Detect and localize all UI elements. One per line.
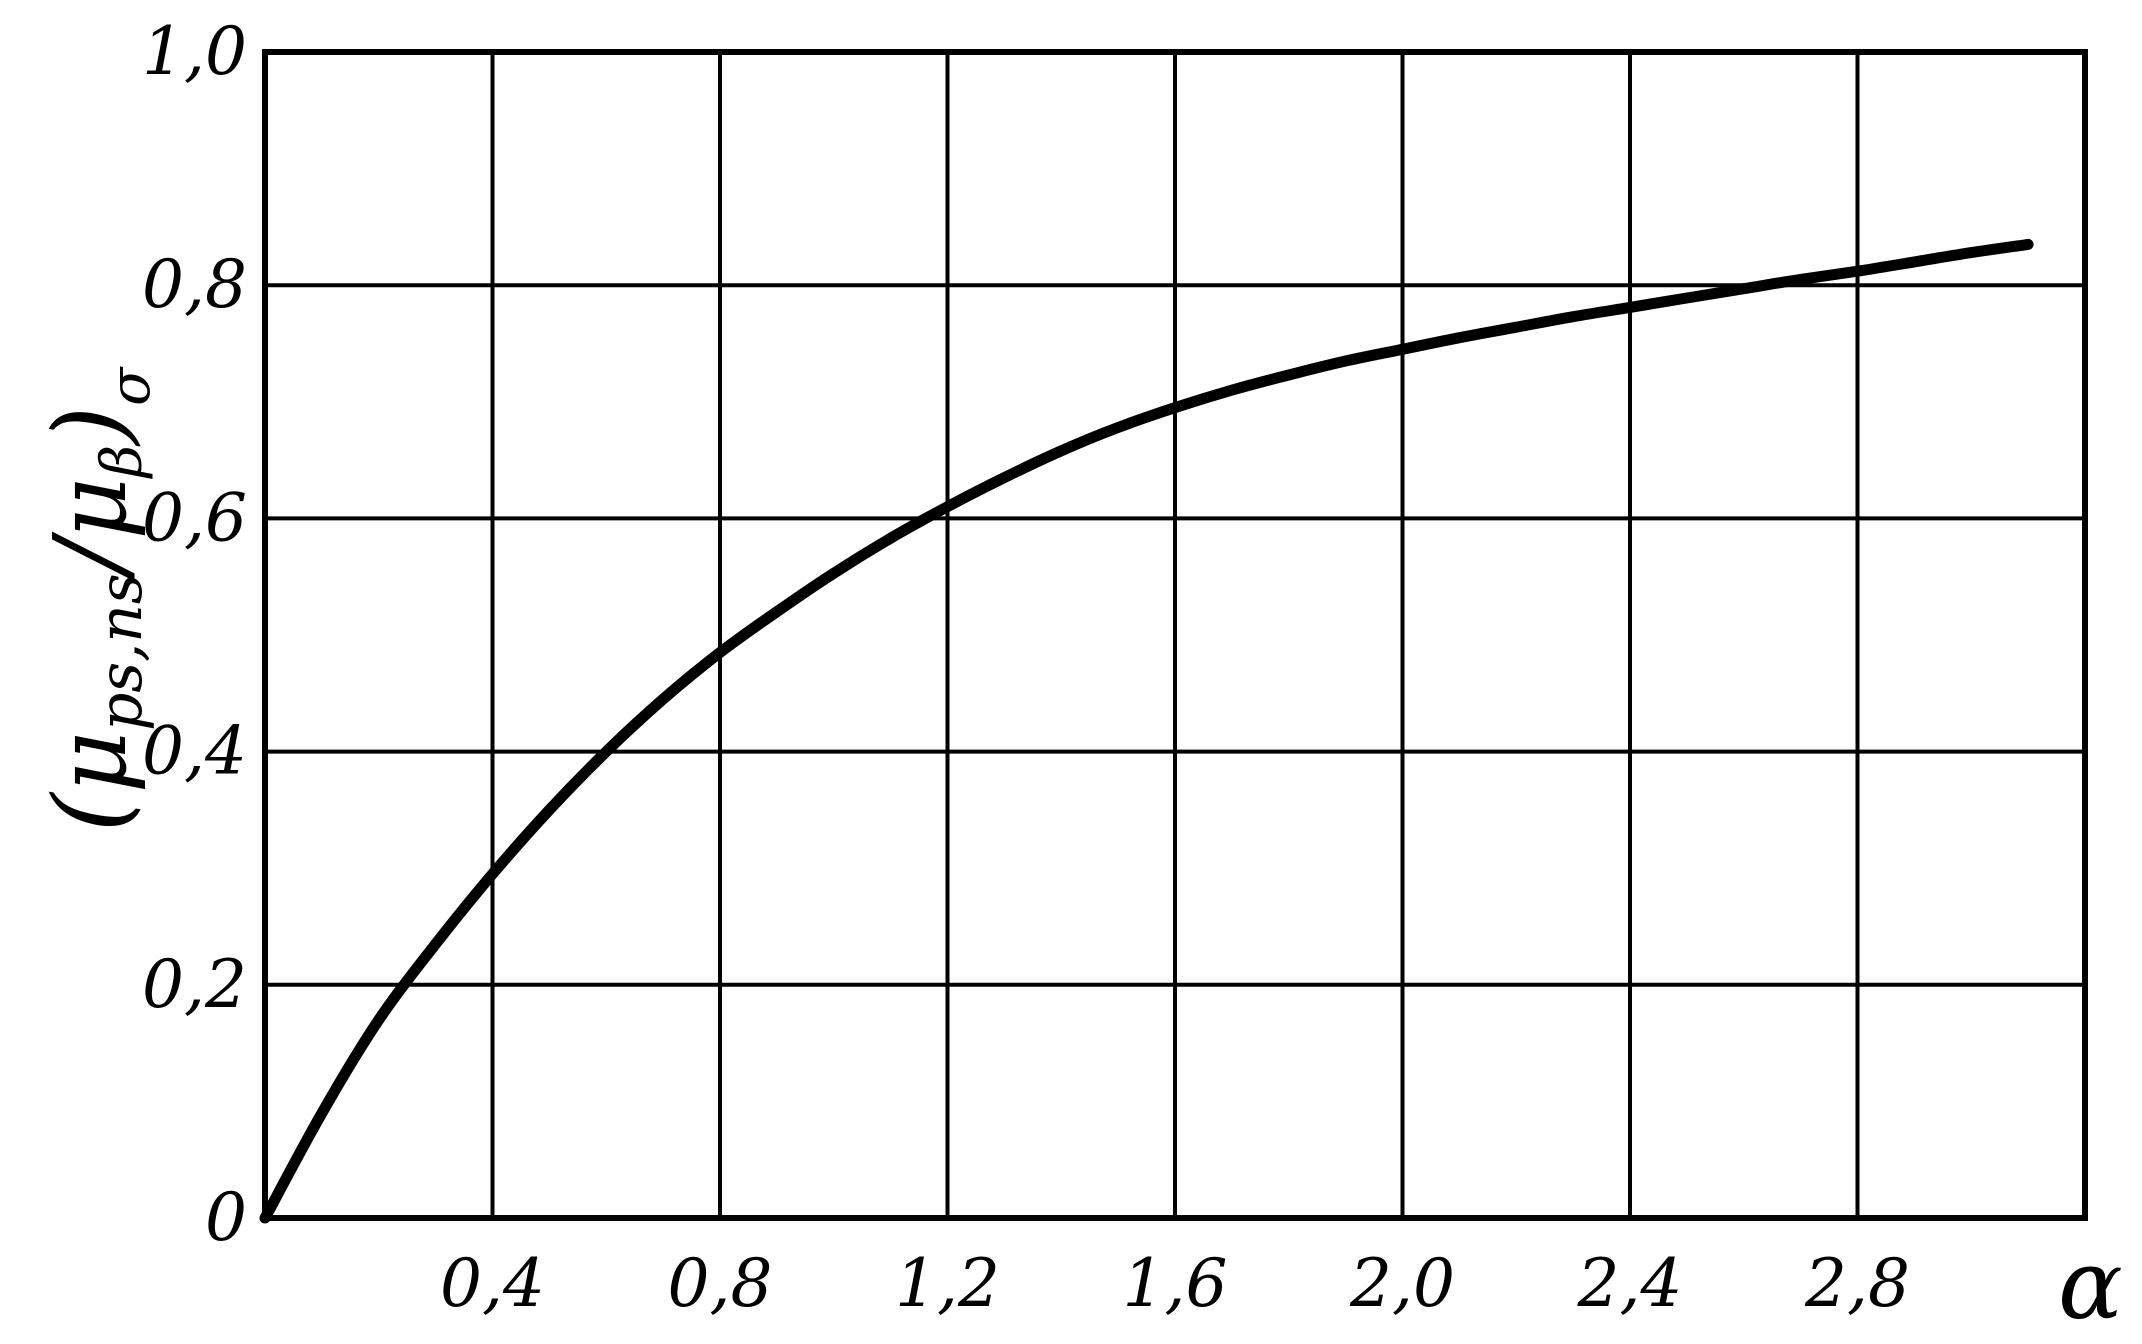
y-tick-label: 0,4 bbox=[142, 713, 247, 790]
x-tick-label: 1,2 bbox=[895, 1245, 1000, 1322]
y-tick-label: 0 bbox=[205, 1179, 247, 1256]
x-tick-label: 2,4 bbox=[1577, 1245, 1683, 1322]
x-tick-label: 1,6 bbox=[1123, 1245, 1228, 1322]
y-label-mu-subscript: ps,ns bbox=[86, 573, 156, 731]
series-layer bbox=[259, 238, 2034, 1224]
y-label-slash: / bbox=[32, 531, 149, 581]
y-label-open-paren: ( bbox=[32, 791, 149, 832]
x-tick-label: 2,0 bbox=[1349, 1245, 1455, 1322]
svg-text:(μps,ns/μβ)σ: (μps,ns/μβ)σ bbox=[32, 366, 163, 833]
x-tick-label: 2,8 bbox=[1804, 1245, 1910, 1322]
grid-layer bbox=[262, 49, 2088, 1221]
series-line bbox=[259, 238, 2034, 1224]
y-tick-label: 0,2 bbox=[142, 946, 247, 1023]
y-axis-label: (μps,ns/μβ)σ bbox=[32, 366, 163, 833]
x-tick-label: 0,4 bbox=[440, 1245, 545, 1322]
y-tick-label: 0,8 bbox=[142, 246, 247, 323]
y-label-mu: μ bbox=[36, 731, 148, 793]
y-label-mu-denominator: μ bbox=[36, 477, 148, 539]
y-tick-label: 0,6 bbox=[142, 479, 247, 556]
label-layer: 0,4 0,8 1,2 1,6 2,0 2,4 2,8 0 0,2 0,4 0,6 0,8 1,0 bbox=[142, 13, 1910, 1322]
y-label-close-paren: ) bbox=[32, 406, 149, 447]
y-label-sigma-subscript: σ bbox=[98, 366, 163, 406]
x-axis-label: α bbox=[2058, 1229, 2123, 1341]
y-tick-label: 1,0 bbox=[142, 13, 247, 90]
y-label-beta-subscript: β bbox=[90, 445, 155, 479]
x-tick-label: 0,8 bbox=[668, 1245, 773, 1322]
